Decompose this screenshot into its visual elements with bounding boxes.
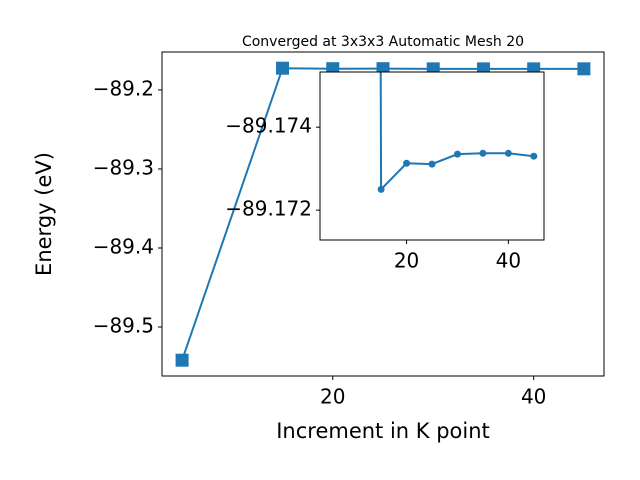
marker — [428, 160, 436, 168]
x-tick-label: 20 — [394, 249, 419, 273]
y-tick-label: −89.172 — [225, 197, 312, 221]
x-tick-label: 40 — [521, 385, 546, 409]
axes-frame — [319, 71, 545, 241]
series-line — [379, 72, 534, 192]
marker — [577, 62, 591, 76]
series-line — [181, 67, 584, 361]
chart-title: Converged at 3x3x3 Automatic Mesh 20 — [242, 34, 524, 50]
marker — [530, 152, 538, 160]
y-tick-label: −89.4 — [93, 234, 154, 258]
x-axis-label: Increment in K point — [276, 419, 490, 443]
marker — [403, 159, 411, 167]
plot-clip — [377, 72, 538, 193]
y-axis-label: Energy (eV) — [32, 152, 56, 276]
marker — [276, 61, 290, 75]
y-tick-label: −89.2 — [93, 76, 154, 100]
marker — [453, 150, 461, 158]
marker — [504, 149, 512, 157]
x-tick-label: 20 — [320, 385, 345, 409]
marker — [175, 353, 189, 367]
y-tick-label: −89.174 — [225, 114, 312, 138]
x-tick-label: 40 — [496, 249, 521, 273]
marker — [479, 149, 487, 157]
axes-frame — [161, 51, 605, 377]
y-tick-label: −89.5 — [93, 314, 154, 338]
marker — [377, 185, 385, 193]
y-tick-label: −89.3 — [93, 155, 154, 179]
